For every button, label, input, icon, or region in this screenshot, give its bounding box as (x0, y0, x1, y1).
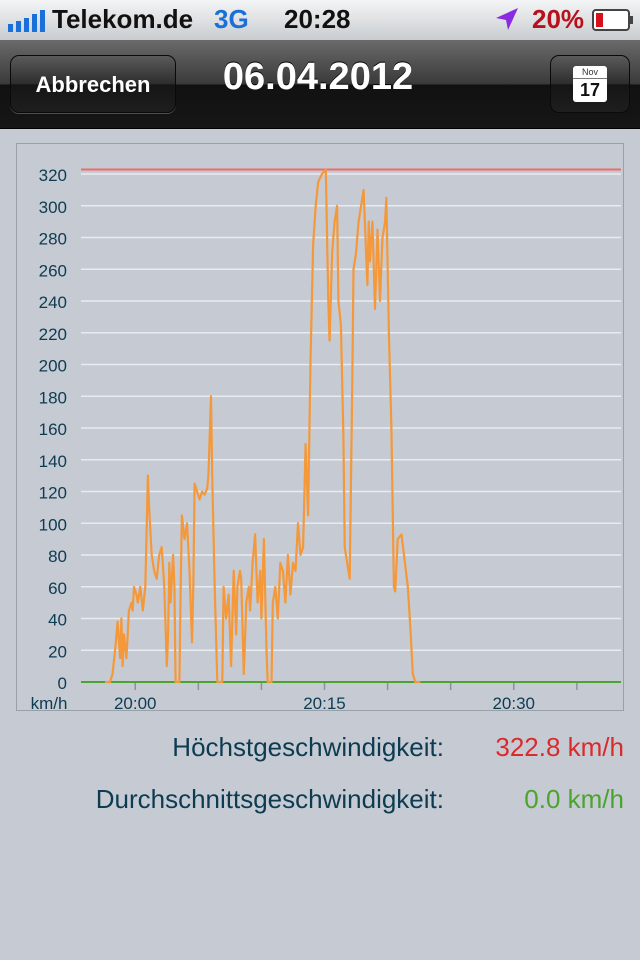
y-tick-label: 240 (39, 293, 67, 312)
navigation-bar: Abbrechen 06.04.2012 Nov 17 (0, 40, 640, 129)
signal-strength-icon (8, 10, 45, 32)
y-axis-unit-label: km/h (31, 694, 68, 710)
y-tick-label: 320 (39, 166, 67, 185)
y-tick-label: 280 (39, 230, 67, 249)
x-tick-label: 20:30 (492, 694, 535, 710)
speed-series-line (105, 168, 421, 684)
avg-speed-label: Durchschnittsgeschwindigkeit: (95, 784, 444, 814)
network-type: 3G (214, 4, 249, 34)
y-tick-label: 200 (39, 357, 67, 376)
battery-percent: 20% (532, 4, 585, 34)
y-tick-label: 260 (39, 261, 67, 280)
y-tick-label: 180 (39, 388, 67, 407)
avg-speed-value: 0.0 km/h (524, 784, 624, 814)
y-tick-label: 300 (39, 198, 67, 217)
location-arrow-icon (496, 8, 518, 30)
calendar-day: 17 (579, 80, 601, 100)
calendar-month: Nov (581, 67, 598, 77)
x-tick-label: 20:15 (303, 694, 346, 710)
y-tick-label: 40 (48, 611, 67, 630)
y-tick-label: 160 (39, 420, 67, 439)
speed-chart-container: 0 20 40 60 80 100 120 140 160 180 200 220 240 260 280 3… (16, 143, 624, 713)
y-tick-label: 140 (39, 452, 67, 471)
page-title: 06.04.2012 (222, 56, 414, 98)
max-speed-value: 322.8 km/h (495, 732, 624, 762)
y-tick-label: 120 (39, 484, 67, 503)
y-tick-label: 20 (48, 642, 67, 661)
status-time: 20:28 (284, 4, 351, 34)
cancel-button[interactable]: Abbrechen (10, 55, 176, 113)
y-tick-label: 60 (48, 579, 67, 598)
carrier-name: Telekom.de (52, 4, 194, 34)
y-tick-label: 100 (39, 515, 67, 534)
calendar-icon: Nov 17 (573, 66, 607, 102)
max-speed-label: Höchstgeschwindigkeit: (172, 732, 444, 762)
status-bar: Telekom.de 3G 20:28 20% (0, 0, 640, 41)
y-tick-label: 0 (58, 674, 67, 693)
battery-icon (592, 9, 633, 31)
x-tick-label: 20:00 (114, 694, 157, 710)
y-tick-label: 220 (39, 325, 67, 344)
calendar-button[interactable]: Nov 17 (550, 55, 630, 113)
speed-chart: 0 20 40 60 80 100 120 140 160 180 200 220 240 260 280 3… (31, 166, 621, 713)
y-tick-label: 80 (48, 547, 67, 566)
